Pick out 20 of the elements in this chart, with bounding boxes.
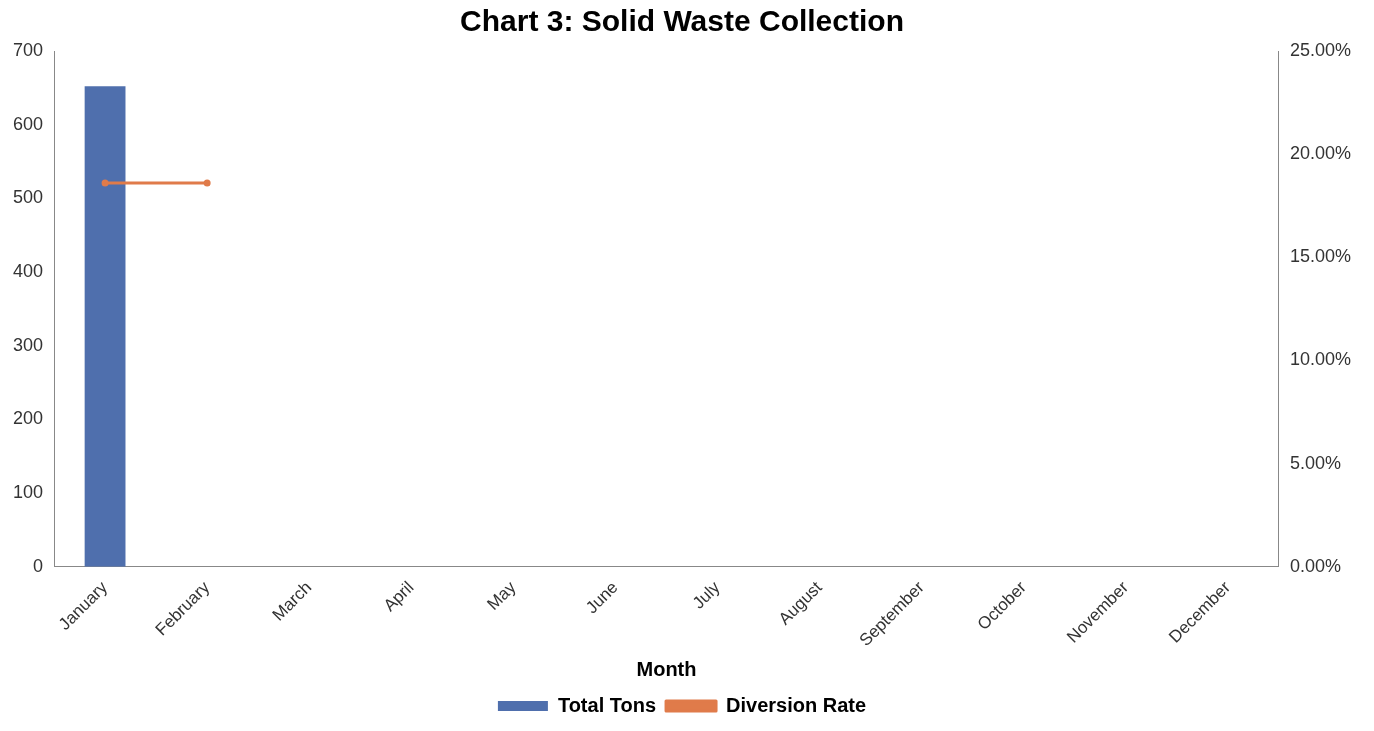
y-tick-label: 100 bbox=[12, 482, 44, 503]
y-tick-label: 700 bbox=[12, 39, 44, 60]
y-tick-label: 0 bbox=[33, 555, 44, 576]
y2-tick-label: 20.00% bbox=[1289, 143, 1352, 164]
y-tick-label: 300 bbox=[12, 334, 44, 355]
y2-tick-label: 0.00% bbox=[1289, 555, 1341, 576]
y-tick-label: 200 bbox=[12, 408, 44, 429]
legend-label: Diversion Rate bbox=[726, 693, 867, 716]
x-axis-title: Month bbox=[636, 657, 697, 680]
x-tick-label: July bbox=[688, 577, 725, 613]
x-tick-label: May bbox=[483, 577, 520, 614]
y-tick-label: 600 bbox=[12, 113, 44, 134]
y-tick-label: 400 bbox=[12, 261, 44, 282]
y2-tick-label: 10.00% bbox=[1289, 349, 1352, 370]
y2-tick-label: 25.00% bbox=[1289, 39, 1352, 60]
y-tick-label: 500 bbox=[12, 187, 44, 208]
y2-tick-label: 5.00% bbox=[1289, 452, 1341, 473]
y2-tick-label: 15.00% bbox=[1289, 246, 1352, 267]
legend-label: Total Tons bbox=[557, 693, 657, 716]
chart-title: Chart 3: Solid Waste Collection bbox=[460, 4, 904, 38]
